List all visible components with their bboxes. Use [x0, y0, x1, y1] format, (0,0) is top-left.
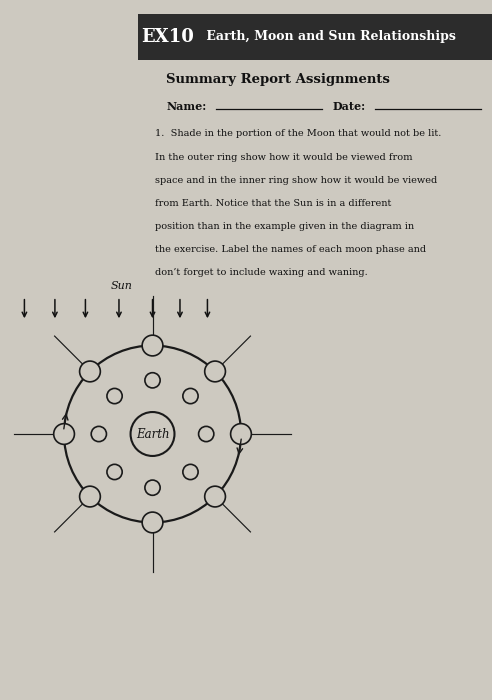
Text: from Earth. Notice that the Sun is in a different: from Earth. Notice that the Sun is in a …	[155, 199, 392, 208]
Circle shape	[107, 464, 122, 480]
Circle shape	[145, 372, 160, 388]
Text: Summary Report Assignments: Summary Report Assignments	[166, 74, 390, 87]
Circle shape	[199, 426, 214, 442]
Circle shape	[64, 346, 241, 522]
Text: Earth, Moon and Sun Relationships: Earth, Moon and Sun Relationships	[202, 30, 456, 43]
Text: In the outer ring show how it would be viewed from: In the outer ring show how it would be v…	[155, 153, 413, 162]
Circle shape	[145, 480, 160, 496]
Text: position than in the example given in the diagram in: position than in the example given in th…	[155, 222, 415, 231]
Circle shape	[80, 361, 100, 382]
Text: space and in the inner ring show how it would be viewed: space and in the inner ring show how it …	[155, 176, 438, 185]
Text: the exercise. Label the names of each moon phase and: the exercise. Label the names of each mo…	[155, 245, 427, 254]
Circle shape	[91, 426, 106, 442]
Circle shape	[54, 424, 74, 444]
Text: Date:: Date:	[333, 102, 366, 113]
Text: Sun: Sun	[111, 281, 133, 290]
Circle shape	[205, 361, 225, 382]
Circle shape	[183, 389, 198, 404]
Circle shape	[142, 512, 163, 533]
Circle shape	[205, 486, 225, 507]
Circle shape	[130, 412, 175, 456]
Text: EX10: EX10	[141, 28, 194, 46]
Circle shape	[80, 486, 100, 507]
Text: 1.  Shade in the portion of the Moon that would not be lit.: 1. Shade in the portion of the Moon that…	[155, 130, 442, 139]
Circle shape	[107, 389, 122, 404]
Text: Name:: Name:	[166, 102, 206, 113]
Text: Earth: Earth	[136, 428, 169, 440]
Text: don’t forget to include waxing and waning.: don’t forget to include waxing and wanin…	[155, 268, 368, 277]
FancyBboxPatch shape	[138, 14, 492, 60]
Circle shape	[231, 424, 251, 444]
Circle shape	[183, 464, 198, 480]
Circle shape	[142, 335, 163, 356]
